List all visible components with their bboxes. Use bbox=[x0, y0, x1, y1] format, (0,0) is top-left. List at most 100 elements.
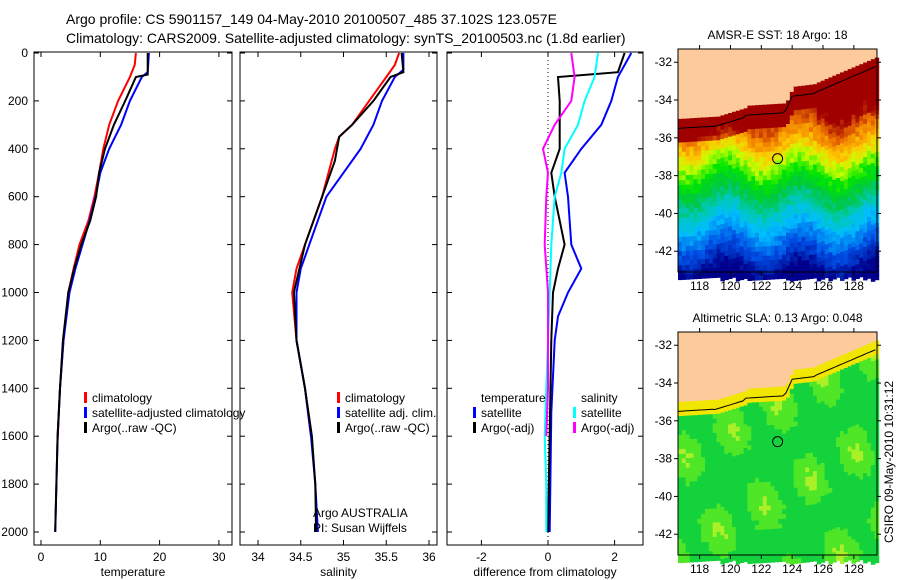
map-cell bbox=[778, 504, 783, 511]
map-cell bbox=[870, 200, 876, 207]
map-cell bbox=[685, 500, 691, 506]
map-cell bbox=[801, 184, 806, 191]
map-cell bbox=[681, 241, 687, 247]
map-cell bbox=[797, 425, 803, 432]
map-cell bbox=[685, 453, 691, 459]
map-cell bbox=[797, 123, 803, 130]
map-cell bbox=[716, 272, 722, 278]
map-cell bbox=[809, 542, 814, 548]
map-cell bbox=[728, 471, 733, 477]
map-cell bbox=[789, 110, 795, 117]
map-cell bbox=[678, 260, 683, 266]
map-cell bbox=[728, 235, 733, 242]
map-cell bbox=[824, 173, 830, 179]
map-cell bbox=[828, 469, 833, 475]
map-cell bbox=[751, 445, 756, 451]
map-cell bbox=[809, 419, 814, 425]
map-cell bbox=[836, 404, 841, 410]
map-cell bbox=[774, 467, 779, 473]
map-cell bbox=[805, 113, 810, 119]
map-cell bbox=[797, 444, 803, 450]
map-cell bbox=[728, 127, 733, 133]
map-cell bbox=[774, 255, 779, 261]
map-cell bbox=[759, 114, 764, 120]
map-cell bbox=[782, 207, 787, 213]
map-cell bbox=[755, 553, 760, 559]
map-cell bbox=[724, 241, 729, 248]
map-cell bbox=[828, 511, 833, 517]
map-cell bbox=[705, 485, 710, 491]
map-cell bbox=[747, 195, 752, 201]
map-cell bbox=[840, 558, 845, 564]
map-cell bbox=[816, 393, 822, 399]
map-cell bbox=[766, 491, 772, 497]
map-cell bbox=[701, 556, 706, 562]
map-cell bbox=[681, 477, 687, 483]
map-cell bbox=[724, 170, 729, 177]
map-cell bbox=[716, 220, 722, 226]
map-cell bbox=[820, 491, 826, 497]
map-cell bbox=[747, 426, 752, 432]
map-cell bbox=[751, 426, 756, 432]
map-cell bbox=[732, 263, 737, 269]
map-cell bbox=[720, 497, 725, 503]
map-cell bbox=[840, 459, 845, 465]
map-cell bbox=[859, 130, 864, 136]
map-cell bbox=[701, 216, 706, 222]
map-cell bbox=[832, 387, 837, 393]
map-cell bbox=[836, 418, 841, 424]
map-cell bbox=[689, 557, 695, 563]
map-cell bbox=[840, 266, 845, 272]
map-cell bbox=[855, 65, 860, 72]
map-cell bbox=[778, 434, 783, 440]
map-cell bbox=[778, 207, 783, 213]
map-cell bbox=[847, 555, 853, 561]
map-cell bbox=[708, 159, 714, 165]
map-cell bbox=[809, 386, 814, 392]
map-cell bbox=[816, 417, 822, 423]
map-cell bbox=[793, 162, 799, 168]
map-cell bbox=[766, 496, 772, 502]
map-cell bbox=[847, 432, 853, 438]
map-cell bbox=[793, 115, 799, 121]
map-cell bbox=[813, 509, 818, 515]
map-cell bbox=[813, 518, 818, 524]
map-cell bbox=[739, 255, 745, 262]
map-cell bbox=[732, 432, 737, 438]
map-cell bbox=[693, 231, 698, 237]
map-cell bbox=[762, 274, 768, 280]
map-cell bbox=[789, 210, 795, 216]
map-cell bbox=[786, 228, 791, 234]
map-cell bbox=[701, 160, 706, 166]
map-cell bbox=[840, 275, 845, 281]
map-cell bbox=[732, 149, 737, 155]
map-cell bbox=[774, 448, 779, 454]
map-cell bbox=[870, 375, 876, 381]
map-cell bbox=[720, 186, 725, 192]
map-cell bbox=[712, 532, 718, 538]
map-cell bbox=[820, 109, 826, 115]
map-cell bbox=[716, 513, 722, 519]
map-cell bbox=[836, 361, 841, 368]
map-cell bbox=[732, 140, 737, 146]
map-cell bbox=[813, 107, 818, 114]
map-cell bbox=[805, 462, 810, 468]
map-cell bbox=[735, 134, 741, 140]
map-cell bbox=[739, 420, 745, 427]
map-cell bbox=[735, 455, 741, 461]
map-cell bbox=[762, 170, 768, 177]
map-cell bbox=[770, 443, 776, 450]
map-cell bbox=[751, 511, 756, 517]
map-cell bbox=[813, 490, 818, 496]
map-cell bbox=[782, 476, 787, 482]
map-cell bbox=[824, 503, 830, 510]
map-cell bbox=[843, 481, 849, 487]
map-cell bbox=[789, 238, 795, 244]
map-cell bbox=[801, 392, 806, 398]
map-cell bbox=[716, 541, 722, 547]
map-cell bbox=[816, 426, 822, 433]
map-cell bbox=[759, 180, 764, 186]
legend-swatch bbox=[337, 407, 340, 418]
map-cell bbox=[720, 521, 725, 527]
